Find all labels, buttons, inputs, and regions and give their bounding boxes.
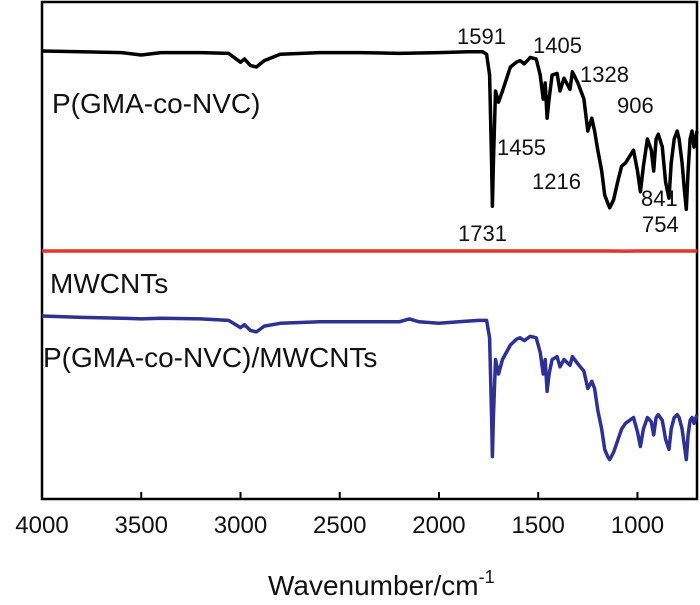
peak-label-1731: 1731 bbox=[458, 221, 507, 246]
x-tick-label-1500: 1500 bbox=[512, 512, 565, 539]
series-line-0 bbox=[41, 49, 699, 212]
peak-label-1328: 1328 bbox=[580, 62, 629, 87]
x-axis-title-main: Wavenumber/cm bbox=[268, 570, 479, 601]
x-axis-title: Wavenumber/cm-1 bbox=[268, 567, 495, 601]
peak-label-1405: 1405 bbox=[533, 33, 582, 58]
x-tick-label-3500: 3500 bbox=[115, 512, 168, 539]
x-tick-label-3000: 3000 bbox=[214, 512, 267, 539]
series-label-mwcnts: MWCNTs bbox=[50, 268, 168, 299]
series-layer bbox=[41, 49, 699, 462]
ticks-layer: 4000 3500 3000 2500 2000 1500 1000 bbox=[15, 492, 664, 539]
peak-label-1216: 1216 bbox=[532, 169, 581, 194]
peak-label-754: 754 bbox=[642, 212, 679, 237]
series-label-pgma: P(GMA-co-NVC) bbox=[52, 88, 260, 119]
x-tick-label-2000: 2000 bbox=[412, 512, 465, 539]
series-line-2 bbox=[41, 314, 699, 462]
x-axis-title-superscript: -1 bbox=[479, 567, 495, 587]
peak-label-841: 841 bbox=[641, 186, 678, 211]
peak-label-1591: 1591 bbox=[457, 24, 506, 49]
x-tick-label-1000: 1000 bbox=[611, 512, 664, 539]
series-label-composite: P(GMA-co-NVC)/MWCNTs bbox=[43, 342, 377, 373]
x-tick-label-2500: 2500 bbox=[313, 512, 366, 539]
x-tick-label-4000: 4000 bbox=[15, 512, 68, 539]
peak-label-1455: 1455 bbox=[497, 135, 546, 160]
peak-label-906: 906 bbox=[617, 93, 654, 118]
